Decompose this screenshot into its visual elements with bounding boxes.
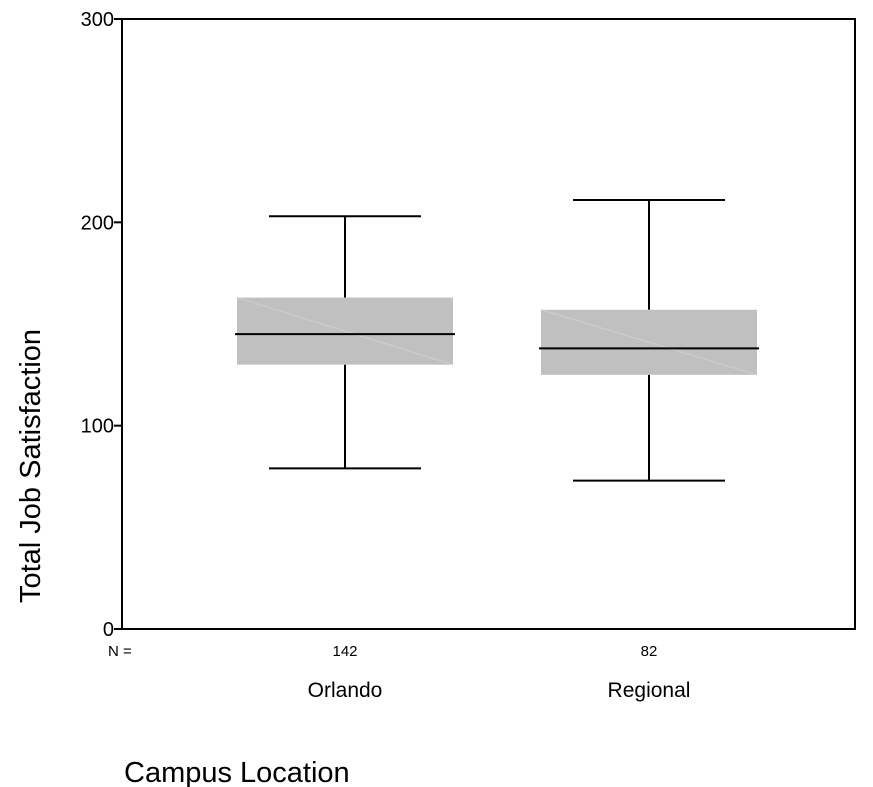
n-prefix-label: N =	[108, 643, 132, 660]
x-axis: 142 Orlando 82 Regional	[308, 643, 691, 702]
box-diagonal-artifact	[236, 297, 454, 366]
box-series	[235, 198, 759, 482]
x-axis-title: Campus Location	[124, 757, 350, 787]
y-tick-label: 300	[81, 9, 114, 31]
box-orlando	[235, 215, 455, 470]
y-axis: 0 100 200 300	[81, 9, 122, 641]
box-diagonal-artifact	[540, 309, 758, 376]
y-tick-label: 200	[81, 212, 114, 234]
n-count-label: 82	[641, 643, 658, 660]
n-count-label: 142	[332, 643, 357, 660]
y-axis-title: Total Job Satisfaction	[15, 329, 47, 603]
plot-area-frame	[121, 18, 856, 630]
x-category-label: Orlando	[308, 679, 383, 702]
y-tick-label: 100	[81, 416, 114, 438]
box-regional	[539, 198, 759, 482]
y-tick-label: 0	[103, 619, 114, 641]
x-category-label: Regional	[608, 679, 691, 702]
